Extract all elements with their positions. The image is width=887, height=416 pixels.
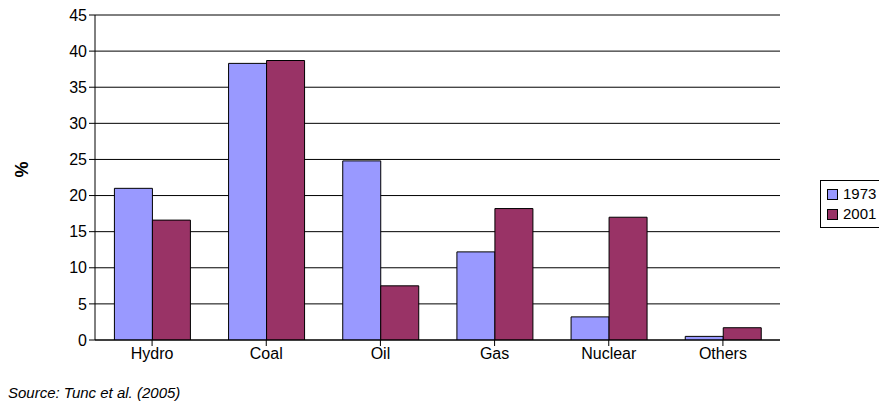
svg-text:30: 30 xyxy=(69,115,87,132)
svg-text:40: 40 xyxy=(69,43,87,60)
svg-text:0: 0 xyxy=(78,332,87,349)
svg-text:35: 35 xyxy=(69,79,87,96)
svg-text:25: 25 xyxy=(69,151,87,168)
svg-text:5: 5 xyxy=(78,296,87,313)
svg-text:Gas: Gas xyxy=(480,345,509,362)
svg-text:Hydro: Hydro xyxy=(131,345,174,362)
svg-text:15: 15 xyxy=(69,223,87,240)
html-text:2001: 2001 xyxy=(843,205,877,222)
svg-text:Others: Others xyxy=(699,345,747,362)
svg-text:20: 20 xyxy=(69,187,87,204)
svg-text:10: 10 xyxy=(69,259,87,276)
svg-text:Nuclear: Nuclear xyxy=(581,345,637,362)
svg-text:Coal: Coal xyxy=(250,345,283,362)
svg-text:Oil: Oil xyxy=(371,345,391,362)
html-text:Source: Tunc et al. (2005): Source: Tunc et al. (2005) xyxy=(8,384,181,401)
html-text:1973: 1973 xyxy=(843,185,877,202)
svg-text:%: % xyxy=(12,161,32,177)
svg-text:45: 45 xyxy=(69,8,87,24)
